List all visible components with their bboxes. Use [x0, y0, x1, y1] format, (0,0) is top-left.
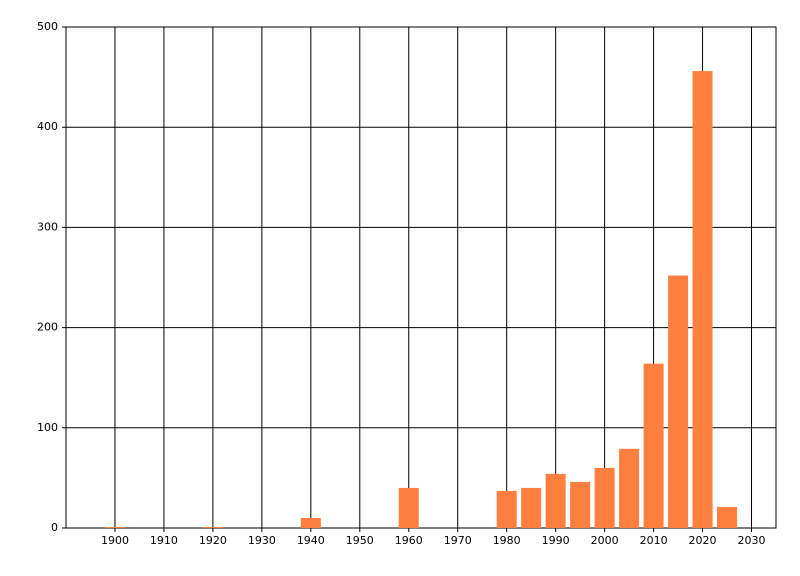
x-tick-label: 1930 — [248, 534, 276, 547]
x-tick-label: 2030 — [738, 534, 766, 547]
x-tick-label: 1950 — [346, 534, 374, 547]
bar — [619, 448, 640, 528]
x-tick-label: 1960 — [395, 534, 423, 547]
bar — [717, 506, 738, 528]
y-tick-label: 500 — [37, 20, 58, 33]
x-tick-label: 1980 — [493, 534, 521, 547]
x-tick-label: 2010 — [640, 534, 668, 547]
x-tick-label: 1920 — [199, 534, 227, 547]
bar — [496, 490, 517, 528]
x-tick-label: 1990 — [542, 534, 570, 547]
bar — [521, 487, 542, 528]
y-tick-label: 400 — [37, 120, 58, 133]
bar — [594, 467, 615, 528]
bar — [104, 526, 125, 528]
y-tick-label: 200 — [37, 321, 58, 334]
bar — [692, 71, 713, 528]
bar — [668, 275, 689, 528]
x-tick-label: 1970 — [444, 534, 472, 547]
x-tick-label: 1900 — [101, 534, 129, 547]
bar — [398, 487, 419, 528]
bar — [202, 526, 223, 528]
x-tick-label: 1940 — [297, 534, 325, 547]
y-tick-label: 100 — [37, 421, 58, 434]
y-tick-label: 0 — [51, 521, 58, 534]
x-tick-label: 1910 — [150, 534, 178, 547]
x-tick-label: 2020 — [689, 534, 717, 547]
bar — [545, 473, 566, 528]
x-tick-label: 2000 — [591, 534, 619, 547]
bar — [570, 481, 591, 528]
y-tick-label: 300 — [37, 220, 58, 233]
bar — [643, 363, 664, 528]
bar — [300, 517, 321, 528]
